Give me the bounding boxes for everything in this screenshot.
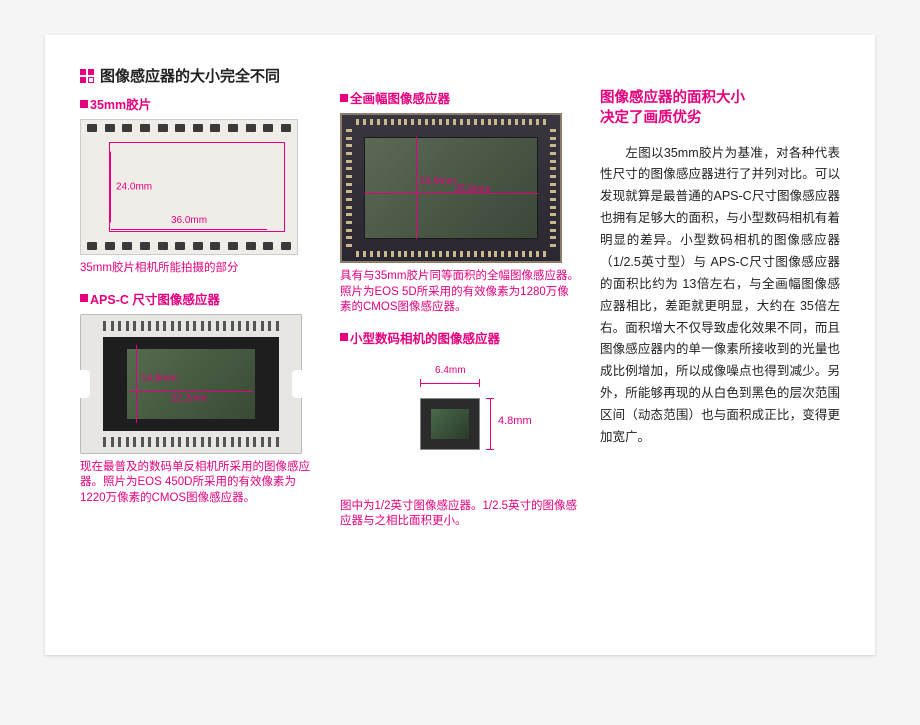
fullframe-caption: 具有与35mm胶片同等面积的全幅图像感应器。照片为EOS 5D所采用的有效像素为…	[340, 269, 580, 316]
apsc-label: APS-C 尺寸图像感应器	[80, 289, 320, 308]
film-width-dim: 36.0mm	[171, 215, 207, 226]
apsc-width-dim: 22.2mm	[171, 393, 207, 404]
film-label-text: 35mm胶片	[90, 94, 151, 113]
article-column: 图像感应器的面积大小 决定了画质优劣 左图以35mm胶片为基准，对各种代表性尺寸…	[600, 65, 840, 625]
main-title: 图像感应器的大小完全不同	[100, 65, 280, 86]
film-caption: 35mm胶片相机所能拍摄的部分	[80, 261, 320, 277]
article-title-line1: 图像感应器的面积大小	[600, 90, 745, 106]
compact-label: 小型数码相机的图像感应器	[340, 328, 580, 347]
article-title-line2: 决定了画质优劣	[600, 110, 702, 126]
fullframe-label-text: 全画幅图像感应器	[350, 88, 450, 107]
grid-icon	[80, 69, 94, 83]
article-body: 左图以35mm胶片为基准，对各种代表性尺寸的图像感应器进行了并列对比。可以发现就…	[600, 143, 840, 449]
film-strip-diagram: 24.0mm 36.0mm	[80, 119, 298, 255]
fullframe-height-dim: 23.9mm	[420, 176, 456, 187]
square-bullet-icon	[340, 333, 348, 341]
page: 图像感应器的大小完全不同 35mm胶片 24.0mm 36.0mm 35mm胶片…	[45, 35, 875, 655]
square-bullet-icon	[80, 100, 88, 108]
fullframe-label: 全画幅图像感应器	[340, 88, 580, 107]
film-label: 35mm胶片	[80, 94, 320, 113]
article-body-text: 左图以35mm胶片为基准，对各种代表性尺寸的图像感应器进行了并列对比。可以发现就…	[600, 146, 840, 444]
compact-caption: 图中为1/2英寸图像感应器。1/2.5英寸的图像感应器与之相比面积更小。	[340, 499, 580, 530]
compact-height-dim: 4.8mm	[498, 415, 532, 427]
compact-label-text: 小型数码相机的图像感应器	[350, 328, 500, 347]
compact-width-dim: 6.4mm	[435, 365, 466, 376]
compact-sensor-diagram: 6.4mm 4.8mm	[340, 353, 562, 493]
left-column: 图像感应器的大小完全不同 35mm胶片 24.0mm 36.0mm 35mm胶片…	[80, 65, 320, 625]
apsc-sensor-diagram: 14.8mm 22.2mm	[80, 314, 302, 454]
fullframe-width-dim: 35.8mm	[454, 184, 490, 195]
square-bullet-icon	[340, 94, 348, 102]
middle-column: 全画幅图像感应器 23.9mm 35.8mm 具有与35mm胶片同等面积的全幅图…	[340, 65, 580, 625]
apsc-height-dim: 14.8mm	[141, 373, 177, 384]
apsc-label-text: APS-C 尺寸图像感应器	[90, 289, 220, 308]
apsc-caption: 现在最普及的数码单反相机所采用的图像感应器。照片为EOS 450D所采用的有效像…	[80, 460, 320, 507]
fullframe-sensor-diagram: 23.9mm 35.8mm	[340, 113, 562, 263]
main-title-row: 图像感应器的大小完全不同	[80, 65, 320, 86]
article-title: 图像感应器的面积大小 决定了画质优劣	[600, 88, 840, 129]
film-height-dim: 24.0mm	[116, 182, 152, 193]
square-bullet-icon	[80, 294, 88, 302]
